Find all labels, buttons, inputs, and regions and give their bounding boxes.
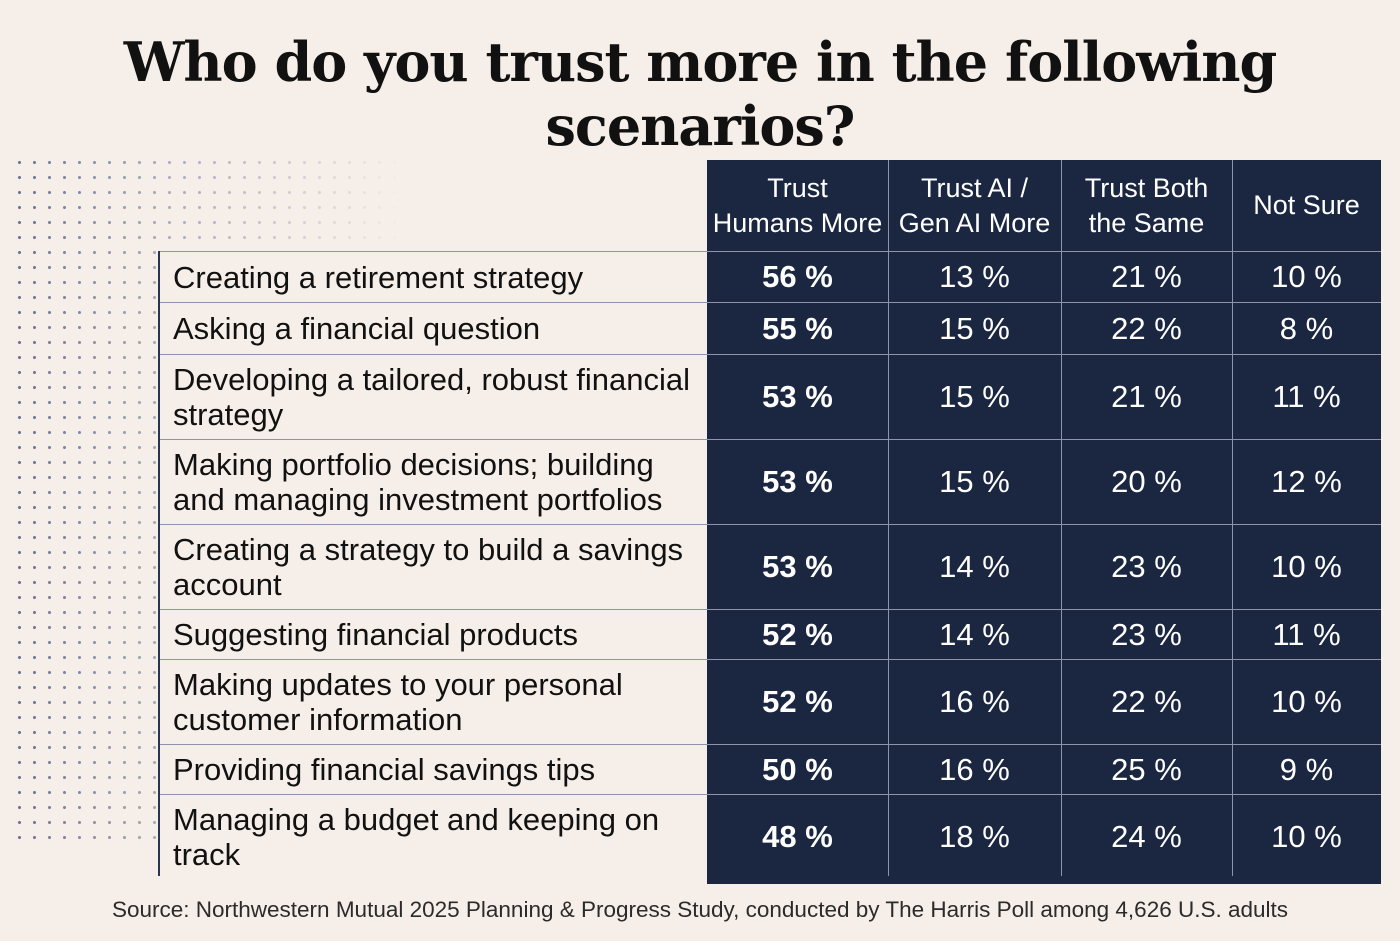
table-row: Asking a financial question 55 % 15 % 22 % 8… — [160, 303, 1381, 355]
chart-title: Who do you trust more in the following s… — [123, 30, 1278, 158]
table-row: Creating a retirement strategy 56 % 13 % 21… — [160, 251, 1381, 303]
value-cell: 15 % — [939, 464, 1010, 499]
row-label: Managing a budget and keeping on track — [173, 801, 660, 872]
value-cell: 9 % — [1279, 751, 1334, 787]
table-row: Suggesting financial products 52 % 14 % 23 … — [160, 610, 1381, 660]
row-label: Making updates to your personal customer… — [173, 667, 623, 737]
column-header: Trust AI / Gen AI More — [898, 172, 1051, 238]
row-label: Creating a strategy to build a savings a… — [173, 532, 684, 602]
value-cell: 55 % — [762, 310, 833, 346]
row-label: Providing financial savings tips — [173, 752, 596, 787]
value-cell: 53 % — [762, 379, 833, 414]
value-cell: 10 % — [1271, 818, 1342, 854]
column-header: Not Sure — [1253, 190, 1360, 220]
table-row: Making portfolio decisions; building and… — [160, 440, 1381, 525]
value-cell: 11 % — [1272, 616, 1341, 652]
value-cell: 14 % — [939, 549, 1010, 584]
value-cell: 22 % — [1111, 310, 1182, 346]
value-cell: 16 % — [939, 684, 1010, 719]
value-cell: 10 % — [1271, 259, 1342, 294]
row-label: Suggesting financial products — [173, 617, 578, 652]
row-label: Making portfolio decisions; building and… — [173, 447, 663, 517]
value-cell: 22 % — [1111, 684, 1182, 719]
value-cell: 18 % — [939, 818, 1010, 854]
table-row: Making updates to your personal customer… — [160, 660, 1381, 745]
column-divider — [1061, 160, 1062, 876]
value-cell: 10 % — [1271, 549, 1342, 584]
row-label-rule — [158, 251, 160, 876]
value-cell: 50 % — [762, 751, 833, 787]
value-cell: 11 % — [1272, 379, 1341, 414]
value-cell: 21 % — [1111, 379, 1182, 414]
value-cell: 8 % — [1279, 310, 1334, 346]
column-divider — [888, 160, 889, 876]
row-label: Asking a financial question — [173, 311, 541, 346]
table-row: Managing a budget and keeping on track 48… — [160, 795, 1381, 878]
value-cell: 53 % — [762, 464, 833, 499]
table-row: Creating a strategy to build a savings a… — [160, 525, 1381, 610]
value-cell: 23 % — [1111, 549, 1182, 584]
value-cell: 52 % — [762, 616, 833, 652]
source-note: Source: Northwestern Mutual 2025 Plannin… — [111, 897, 1289, 922]
value-cell: 23 % — [1111, 616, 1182, 652]
value-cell: 20 % — [1111, 464, 1182, 499]
value-cell: 16 % — [939, 751, 1010, 787]
column-header: Trust Both the Same — [1084, 172, 1209, 238]
column-header: Trust Humans More — [712, 172, 883, 238]
value-cell: 15 % — [939, 310, 1010, 346]
row-label: Developing a tailored, robust financial … — [173, 362, 690, 432]
value-cell: 15 % — [939, 379, 1010, 414]
value-cell: 56 % — [762, 259, 833, 294]
value-cell: 21 % — [1111, 259, 1182, 294]
data-panel — [707, 160, 1381, 884]
row-label-panel — [160, 251, 707, 876]
value-cell: 12 % — [1271, 464, 1342, 499]
value-cell: 10 % — [1271, 684, 1342, 719]
value-cell: 52 % — [762, 684, 833, 719]
value-cell: 48 % — [762, 818, 833, 854]
value-cell: 53 % — [762, 549, 833, 584]
value-cell: 14 % — [939, 616, 1010, 652]
column-divider — [1232, 160, 1233, 876]
value-cell: 24 % — [1111, 818, 1182, 854]
value-cell: 25 % — [1111, 751, 1182, 787]
row-label: Creating a retirement strategy — [173, 259, 584, 295]
value-cell: 13 % — [939, 259, 1010, 294]
table-row: Developing a tailored, robust financial … — [160, 355, 1381, 440]
table-row: Providing financial savings tips 50 % 16 %… — [160, 745, 1381, 795]
